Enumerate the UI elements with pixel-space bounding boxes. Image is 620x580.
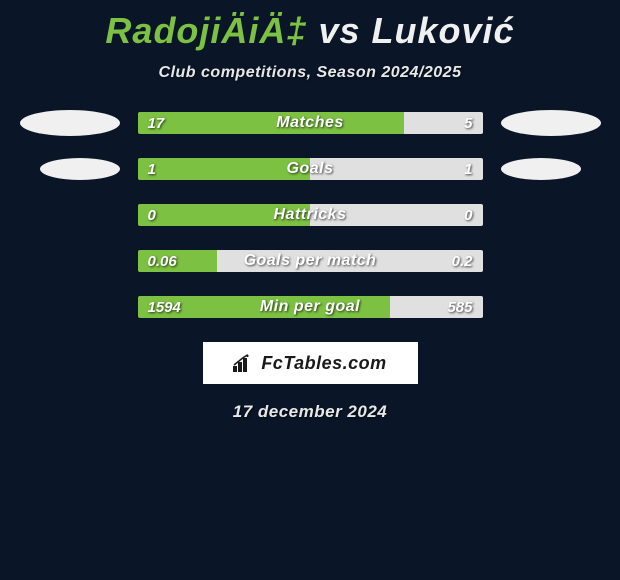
player1-oval [20, 110, 120, 136]
stat-label: Goals per match [138, 250, 483, 272]
stat-label: Matches [138, 112, 483, 134]
stat-bar: 00Hattricks [138, 204, 483, 226]
player2-oval [501, 110, 601, 136]
stat-label: Goals [138, 158, 483, 180]
player2-oval [501, 158, 581, 180]
player1-oval [40, 158, 120, 180]
stat-row: 0.060.2Goals per match [0, 250, 620, 272]
stat-row: 175Matches [0, 112, 620, 134]
comparison-title: RadojiÄiÄ‡ vs Luković [0, 0, 620, 52]
stat-row: 1594585Min per goal [0, 296, 620, 318]
stat-label: Min per goal [138, 296, 483, 318]
stat-bar: 1594585Min per goal [138, 296, 483, 318]
stat-row: 11Goals [0, 158, 620, 180]
logo-text: FcTables.com [261, 353, 386, 374]
player2-name: Luković [372, 10, 515, 51]
date-text: 17 december 2024 [0, 402, 620, 422]
chart-icon [233, 354, 255, 372]
player1-name: RadojiÄiÄ‡ [105, 10, 307, 51]
stat-bar: 175Matches [138, 112, 483, 134]
stat-bar: 11Goals [138, 158, 483, 180]
stat-row: 00Hattricks [0, 204, 620, 226]
subtitle: Club competitions, Season 2024/2025 [0, 64, 620, 82]
vs-text: vs [318, 10, 360, 51]
stats-container: 175Matches 11Goals 00Hattricks 0.060.2Goals… [0, 112, 620, 318]
fctables-logo: FcTables.com [203, 342, 418, 384]
stat-bar: 0.060.2Goals per match [138, 250, 483, 272]
stat-label: Hattricks [138, 204, 483, 226]
